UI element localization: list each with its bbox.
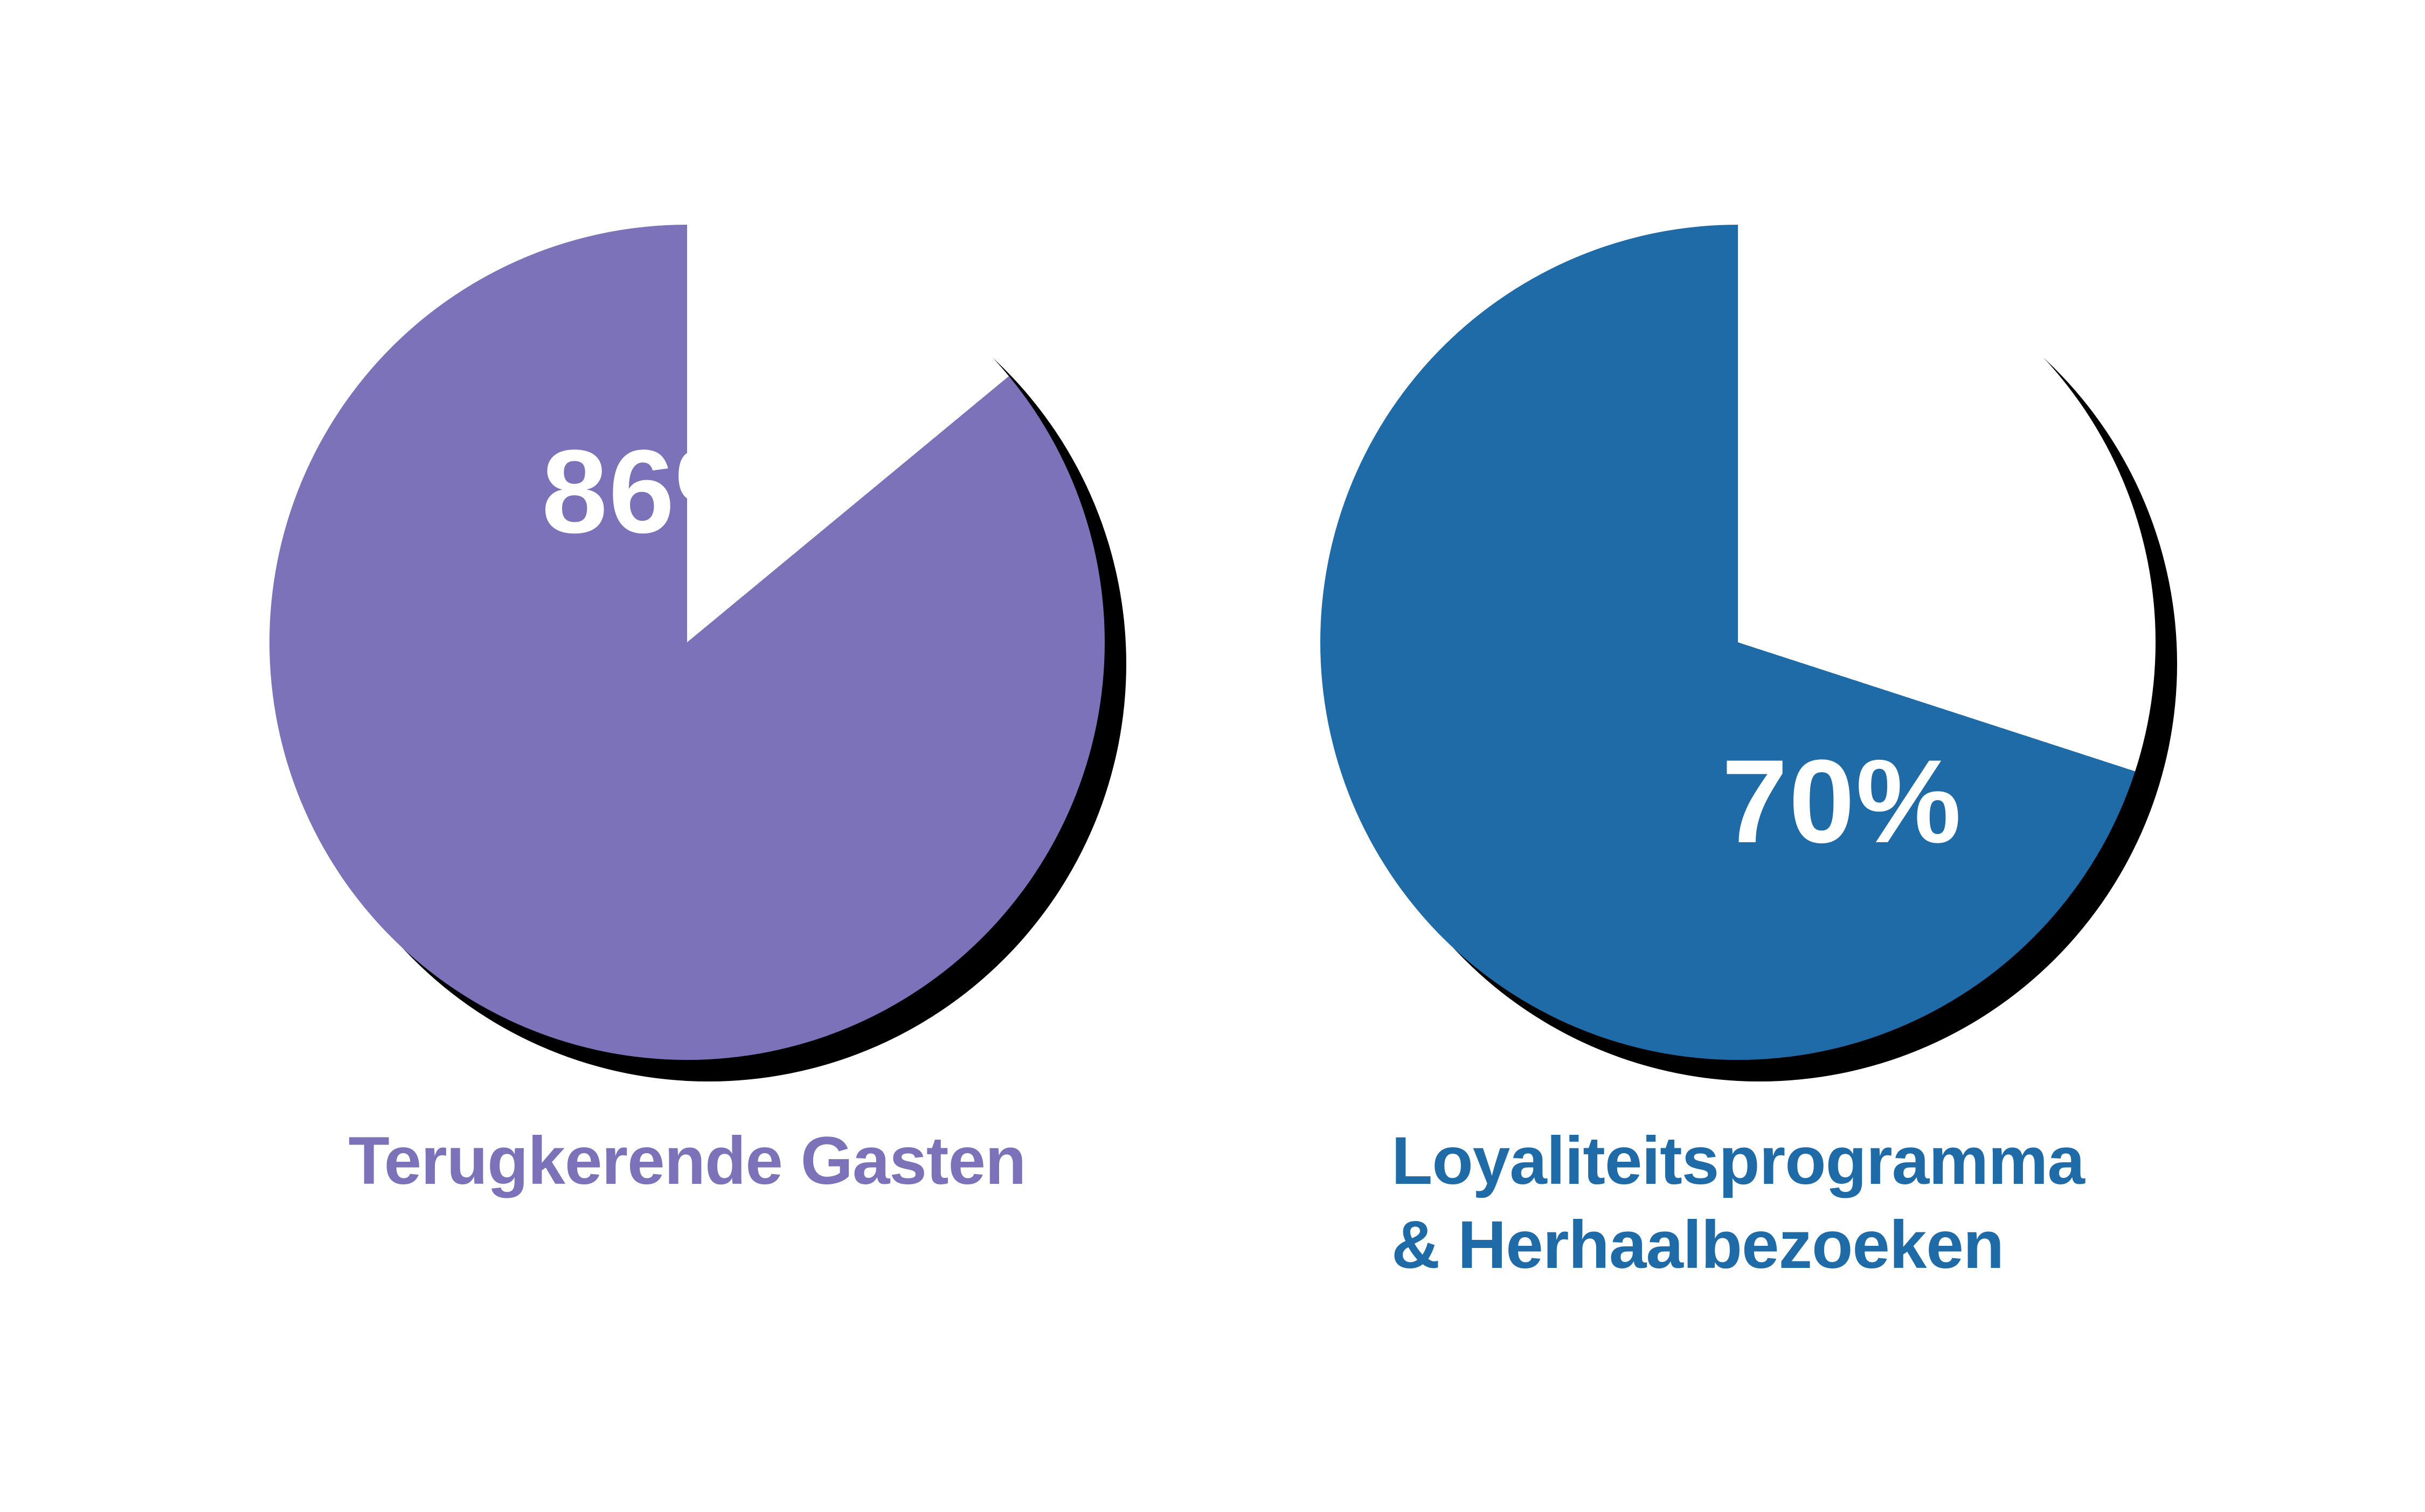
pie-wrap-returning-guests: 86%	[269, 225, 1105, 1060]
pie-wrap-loyalty-program: 70%	[1320, 225, 2156, 1060]
chart-caption: Terugkerende Gasten	[349, 1119, 1026, 1203]
chart-loyalty-program: 70% Loyaliteitsprogramma & Herhaalbezoek…	[1320, 225, 2156, 1288]
pie-chart	[1320, 225, 2156, 1060]
percentage-label: 86%	[542, 432, 782, 551]
chart-caption: Loyaliteitsprogramma & Herhaalbezoeken	[1391, 1119, 2084, 1288]
chart-returning-guests: 86% Terugkerende Gasten	[269, 225, 1105, 1203]
charts-container: 86% Terugkerende Gasten 70% Loyaliteitsp…	[269, 225, 2156, 1288]
percentage-label: 70%	[1722, 742, 1962, 861]
pie-chart	[269, 225, 1105, 1060]
